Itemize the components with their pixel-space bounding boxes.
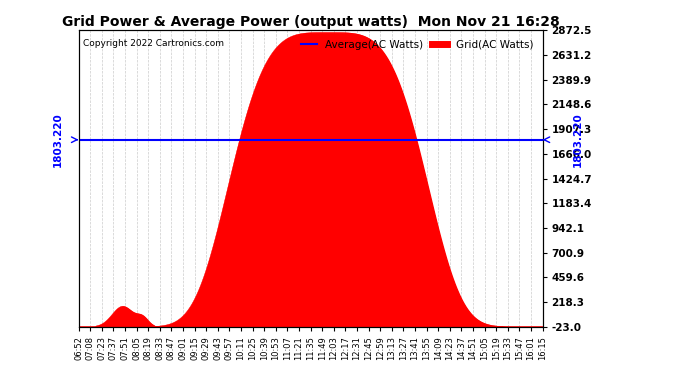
Title: Grid Power & Average Power (output watts)  Mon Nov 21 16:28: Grid Power & Average Power (output watts… [61,15,560,29]
Text: 1803.220: 1803.220 [572,112,582,167]
Text: 1803.220: 1803.220 [52,112,63,167]
Legend: Average(AC Watts), Grid(AC Watts): Average(AC Watts), Grid(AC Watts) [297,35,538,54]
Text: Copyright 2022 Cartronics.com: Copyright 2022 Cartronics.com [83,39,224,48]
